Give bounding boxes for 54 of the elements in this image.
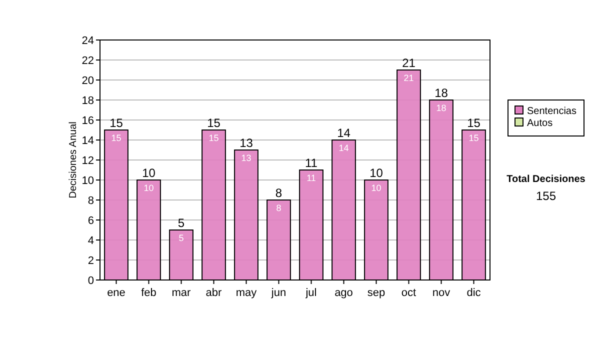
total-label: 15 <box>110 116 124 130</box>
y-tick-label: 12 <box>82 155 94 167</box>
text: 155 <box>536 189 556 203</box>
x-tick-label: sep <box>367 287 386 299</box>
total-label: 10 <box>142 166 156 180</box>
y-tick-label: 14 <box>82 135 94 147</box>
x-tick-label: mar <box>172 287 192 299</box>
data-label: 8 <box>276 203 282 213</box>
total-label: 10 <box>370 166 384 180</box>
x-tick-label: abr <box>206 287 222 299</box>
x-tick-label: ene <box>107 287 126 299</box>
y-tick-label: 16 <box>82 115 94 127</box>
x-tick-label: may <box>236 287 258 299</box>
total-label: 13 <box>240 136 254 150</box>
y-tick-label: 4 <box>88 235 94 247</box>
total-label: 11 <box>305 156 318 170</box>
total-label: 14 <box>337 126 351 140</box>
total-label: 21 <box>402 56 416 70</box>
x-tick-label: ago <box>334 287 353 299</box>
data-label: 18 <box>436 103 446 113</box>
x-tick-label: jun <box>270 287 286 299</box>
data-label: 15 <box>208 133 219 143</box>
total-label: 15 <box>467 116 481 130</box>
y-tick-label: 10 <box>82 175 94 187</box>
legend-label: Autos <box>527 118 553 129</box>
y-tick-label: 24 <box>82 35 94 47</box>
y-tick-label: 8 <box>88 195 94 207</box>
y-tick-label: 20 <box>82 75 94 87</box>
data-label: 21 <box>404 73 414 83</box>
x-tick-label: nov <box>432 287 451 299</box>
y-axis-title: Decisiones Anual <box>68 122 79 198</box>
total-label: 15 <box>207 116 221 130</box>
total-label: 18 <box>434 86 448 100</box>
legend-label: Sentencias <box>527 106 576 117</box>
data-label: 15 <box>468 133 479 143</box>
x-tick-label: feb <box>141 287 156 299</box>
data-label: 14 <box>338 143 349 153</box>
data-label: 5 <box>178 233 184 243</box>
data-label: 13 <box>241 153 252 163</box>
y-tick-label: 0 <box>88 275 94 287</box>
text: Total Decisiones <box>506 174 586 185</box>
total-label: 8 <box>275 186 282 200</box>
y-tick-label: 18 <box>82 95 94 107</box>
data-label: 15 <box>111 133 122 143</box>
y-tick-label: 6 <box>88 215 94 227</box>
data-label: 11 <box>306 173 316 183</box>
x-tick-label: dic <box>466 287 482 299</box>
total-label: 5 <box>178 216 185 230</box>
data-label: 10 <box>371 183 382 193</box>
y-tick-label: 2 <box>88 255 94 267</box>
x-tick-label: jul <box>304 287 317 299</box>
data-label: 10 <box>144 183 154 193</box>
y-tick-label: 22 <box>82 55 94 67</box>
x-tick-label: oct <box>401 287 416 299</box>
